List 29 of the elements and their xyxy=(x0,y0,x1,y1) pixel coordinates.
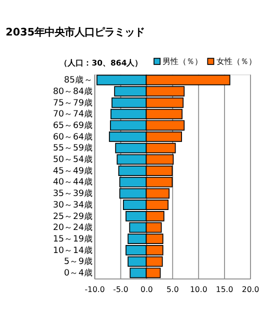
y-tick-label: 10～14歳 xyxy=(53,244,94,256)
y-tick-label: 85歳～ xyxy=(64,74,94,86)
x-tick-label: 5.0 xyxy=(166,284,179,294)
x-tick-label: 10.0 xyxy=(190,284,208,294)
y-tick-label: 0～4歳 xyxy=(64,267,94,278)
x-tick-label: 0.0 xyxy=(140,284,153,294)
x-tick-label: 15.0 xyxy=(216,284,234,294)
text: （人口：30、864人） xyxy=(60,58,143,68)
y-tick-label: 35～39歳 xyxy=(53,188,94,200)
y-tick-label: 65～69歳 xyxy=(53,120,94,131)
y-tick-label: 5～9歳 xyxy=(64,256,94,268)
x-tick-label: -10.0 xyxy=(84,284,105,294)
y-tick-label: 55～59歳 xyxy=(53,142,94,154)
y-tick-label: 70～74歳 xyxy=(53,108,94,120)
y-tick-label: 60～64歳 xyxy=(53,131,94,142)
y-tick-label: 45～49歳 xyxy=(53,165,94,176)
y-tick-label: 25～29歳 xyxy=(53,210,94,222)
chart-title: 2035年中央市人口ピラミッド xyxy=(6,26,145,38)
y-tick-label: 15～19歳 xyxy=(53,233,94,244)
x-tick-label: -5.0 xyxy=(113,284,128,294)
x-tick-label: 20.0 xyxy=(242,284,260,294)
legend-label: 女性（％） xyxy=(216,56,256,66)
legend-label: 男性（％） xyxy=(162,56,203,66)
y-tick-label: 80～84歳 xyxy=(53,86,94,97)
y-tick-label: 75～79歳 xyxy=(53,97,94,108)
y-tick-label: 40～44歳 xyxy=(53,176,94,188)
y-tick-label: 30～34歳 xyxy=(53,199,94,210)
y-tick-label: 50～54歳 xyxy=(53,154,94,166)
y-tick-label: 20～24歳 xyxy=(53,222,94,234)
